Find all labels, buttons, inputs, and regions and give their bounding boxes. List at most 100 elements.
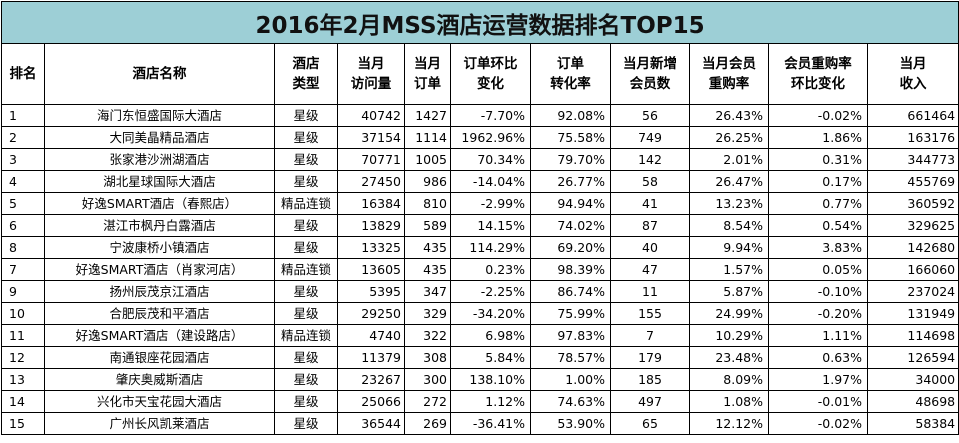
order-change-cell: -34.20% [450,302,531,325]
repurchase-change-cell: -0.02% [768,104,868,127]
table-row: 2 大同美晶精品酒店 星级 37154 1114 1962.96% 75.58% 749 26.… [1,126,959,149]
rank-cell: 6 [1,214,45,237]
revenue-cell: 344773 [866,148,959,171]
hotel-type-cell: 星级 [274,302,338,325]
revenue-cell: 237024 [866,280,959,303]
table-row: 12 南通银座花园酒店 星级 11379 308 5.84% 78.57% 179 23.48%… [1,346,959,369]
rank-cell: 12 [1,346,45,369]
header-text-line: 访问量 [350,76,392,92]
revenue-cell: 455769 [866,170,959,193]
order-change-cell: 70.34% [450,148,531,171]
header-hotel-name: 酒店名称 [44,43,275,105]
hotel-name-cell: 好逸SMART酒店（建设路店） [44,324,275,347]
visits-cell: 13829 [337,214,405,237]
header-repurchase-mom-change: 会员重购率 环比变化 [768,43,868,105]
repurchase-change-cell: 0.17% [768,170,868,193]
conversion-rate-cell: 79.70% [530,148,611,171]
header-text-line: 收入 [899,76,927,92]
order-change-cell: 5.84% [450,346,531,369]
revenue-cell: 34000 [866,368,959,391]
rank-cell: 9 [1,280,45,303]
hotel-type-cell: 精品连锁 [274,192,338,215]
header-monthly-orders: 当月 订单 [404,43,451,105]
repurchase-rate-cell: 1.08% [689,390,769,413]
header-text-line: 环比变化 [791,76,845,92]
hotel-type-cell: 星级 [274,346,338,369]
table-row: 4 湖北星球国际大酒店 星级 27450 986 -14.04% 26.77% 58 26.47… [1,170,959,193]
new-members-cell: 7 [610,324,690,347]
header-text-line: 酒店 [292,56,320,72]
repurchase-change-cell: -0.20% [768,302,868,325]
hotel-type-cell: 星级 [274,126,338,149]
header-row: 排名 酒店名称 酒店 类型 当月 访问量 当月 订单 订单环比 变化 订单 转化率 当月新增 会员数 当月会… [1,43,959,105]
conversion-rate-cell: 74.02% [530,214,611,237]
orders-cell: 435 [404,258,451,281]
hotel-name-cell: 好逸SMART酒店（春熙店） [44,192,275,215]
order-change-cell: -7.70% [450,104,531,127]
rank-cell: 14 [1,390,45,413]
header-monthly-visits: 当月 访问量 [337,43,405,105]
header-text-line: 变化 [477,76,504,92]
table-row: 1 海门东恒盛国际大酒店 星级 40742 1427 -7.70% 92.08% 56 26.4… [1,104,959,127]
header-rank: 排名 [1,43,45,105]
rank-cell: 15 [1,412,45,435]
new-members-cell: 142 [610,148,690,171]
header-text-line: 当月 [414,56,441,72]
revenue-cell: 142680 [866,236,959,259]
rank-cell: 1 [1,104,45,127]
hotel-ranking-table: 2016年2月MSS酒店运营数据排名TOP15 排名 酒店名称 酒店 类型 当月 访问量当… [0,1,959,435]
order-change-cell: 0.23% [450,258,531,281]
order-change-cell: 1962.96% [450,126,531,149]
hotel-type-cell: 星级 [274,412,338,435]
hotel-name-cell: 肇庆奥威斯酒店 [44,368,275,391]
visits-cell: 5395 [337,280,405,303]
new-members-cell: 87 [610,214,690,237]
conversion-rate-cell: 1.00% [530,368,611,391]
visits-cell: 29250 [337,302,405,325]
repurchase-change-cell: 0.31% [768,148,868,171]
hotel-name-cell: 大同美晶精品酒店 [44,126,275,149]
revenue-cell: 114698 [866,324,959,347]
visits-cell: 36544 [337,412,405,435]
hotel-type-cell: 星级 [274,368,338,391]
new-members-cell: 179 [610,346,690,369]
conversion-rate-cell: 75.99% [530,302,611,325]
hotel-name-cell: 湛江市枫丹白露酒店 [44,214,275,237]
header-text-line: 订单环比 [463,56,518,72]
table-row: 10 合肥辰茂和平酒店 星级 29250 329 -34.20% 75.99% 155 24.9… [1,302,959,325]
header-order-mom-change: 订单环比 变化 [450,43,531,105]
conversion-rate-cell: 97.83% [530,324,611,347]
rank-cell: 4 [1,170,45,193]
conversion-rate-cell: 92.08% [530,104,611,127]
visits-cell: 16384 [337,192,405,215]
hotel-name-cell: 海门东恒盛国际大酒店 [44,104,275,127]
new-members-cell: 58 [610,170,690,193]
header-text-line: 转化率 [550,76,591,92]
repurchase-rate-cell: 1.57% [689,258,769,281]
order-change-cell: -14.04% [450,170,531,193]
repurchase-rate-cell: 8.09% [689,368,769,391]
revenue-cell: 661464 [866,104,959,127]
conversion-rate-cell: 78.57% [530,346,611,369]
hotel-type-cell: 星级 [274,148,338,171]
revenue-cell: 58384 [866,412,959,435]
orders-cell: 1005 [404,148,451,171]
header-text-line: 当月会员 [702,56,756,72]
rank-cell: 8 [1,236,45,259]
new-members-cell: 47 [610,258,690,281]
order-change-cell: -2.99% [450,192,531,215]
hotel-type-cell: 星级 [274,236,338,259]
revenue-cell: 329625 [866,214,959,237]
repurchase-rate-cell: 5.87% [689,280,769,303]
header-text-line: 酒店名称 [132,66,187,82]
header-text-line: 订单 [414,76,441,92]
repurchase-rate-cell: 12.12% [689,412,769,435]
repurchase-rate-cell: 24.99% [689,302,769,325]
hotel-type-cell: 星级 [274,214,338,237]
repurchase-change-cell: 0.63% [768,346,868,369]
rank-cell: 3 [1,148,45,171]
header-text-line: 类型 [292,76,320,92]
new-members-cell: 41 [610,192,690,215]
new-members-cell: 155 [610,302,690,325]
